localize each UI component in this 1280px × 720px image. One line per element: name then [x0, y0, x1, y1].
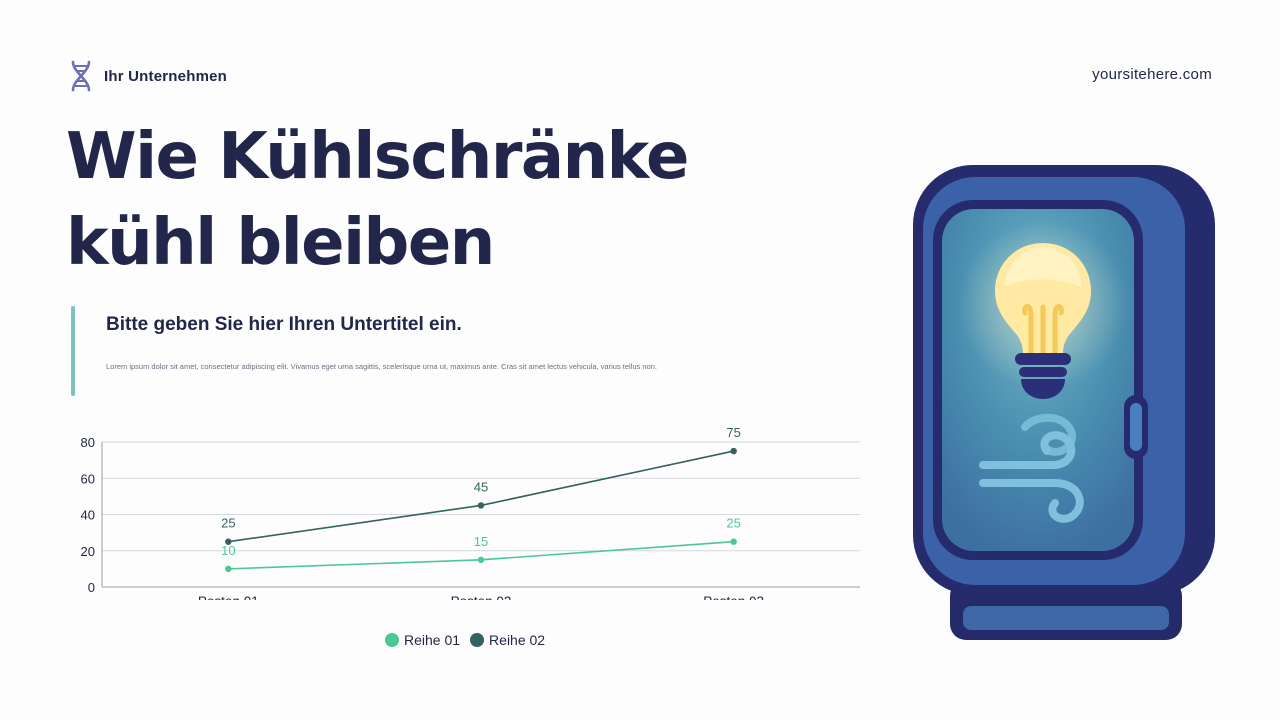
x-tick-label: Posten 02	[451, 594, 512, 600]
y-tick-label: 0	[88, 580, 95, 595]
data-label: 25	[221, 516, 235, 531]
data-label: 75	[726, 425, 740, 440]
chart-grid	[102, 441, 860, 588]
chart-legend: Reihe 01 Reihe 02	[385, 632, 555, 648]
y-axis: 0 20 40 60 80	[81, 435, 103, 595]
legend-item-series-2: Reihe 02	[470, 632, 545, 648]
x-tick-label: Posten 01	[198, 594, 259, 600]
data-point	[225, 538, 232, 545]
legend-swatch-series-1	[385, 633, 399, 647]
series-line-2	[228, 450, 734, 543]
legend-item-series-1: Reihe 01	[385, 632, 460, 648]
data-label: 45	[474, 479, 488, 494]
data-label: 10	[221, 543, 235, 558]
legend-label-series-2: Reihe 02	[489, 632, 546, 648]
company-logo: Ihr Unternehmen	[70, 60, 227, 92]
x-axis: Posten 01 Posten 02 Posten 03	[198, 594, 764, 600]
company-name: Ihr Unternehmen	[104, 67, 228, 85]
title-line-2: kühl bleiben	[66, 206, 495, 280]
website-link[interactable]: yoursitehere.com	[1092, 66, 1212, 83]
data-point	[730, 447, 737, 455]
body-text: Lorem ipsum dolor sit amet, consectetur …	[106, 362, 657, 371]
data-label: 25	[726, 516, 740, 531]
y-tick-label: 60	[81, 471, 95, 486]
legend-swatch-series-2	[470, 633, 485, 647]
data-point	[730, 538, 737, 545]
subtitle-accent-bar	[71, 306, 75, 396]
subtitle: Bitte geben Sie hier Ihren Untertitel ei…	[106, 314, 462, 335]
y-tick-label: 20	[81, 544, 95, 559]
data-point	[225, 565, 232, 573]
x-tick-label: Posten 03	[703, 594, 764, 600]
data-point	[477, 556, 485, 564]
y-tick-label: 40	[81, 508, 95, 523]
chart-series: 10 15 25 25 45 75	[221, 425, 741, 573]
title-line-1: Wie Kühlschränke	[66, 120, 689, 194]
refrigerator-icon	[913, 165, 1215, 640]
data-label: 15	[474, 534, 488, 549]
y-tick-label: 80	[81, 435, 95, 450]
page-title: Wie Kühlschränke kühl bleiben	[66, 114, 766, 286]
data-point	[477, 502, 485, 509]
dna-icon	[71, 60, 91, 92]
legend-label-series-1: Reihe 01	[404, 632, 461, 648]
line-chart: 0 20 40 60 80 Posten 01 Posten 02 Posten 03 10…	[81, 425, 860, 600]
